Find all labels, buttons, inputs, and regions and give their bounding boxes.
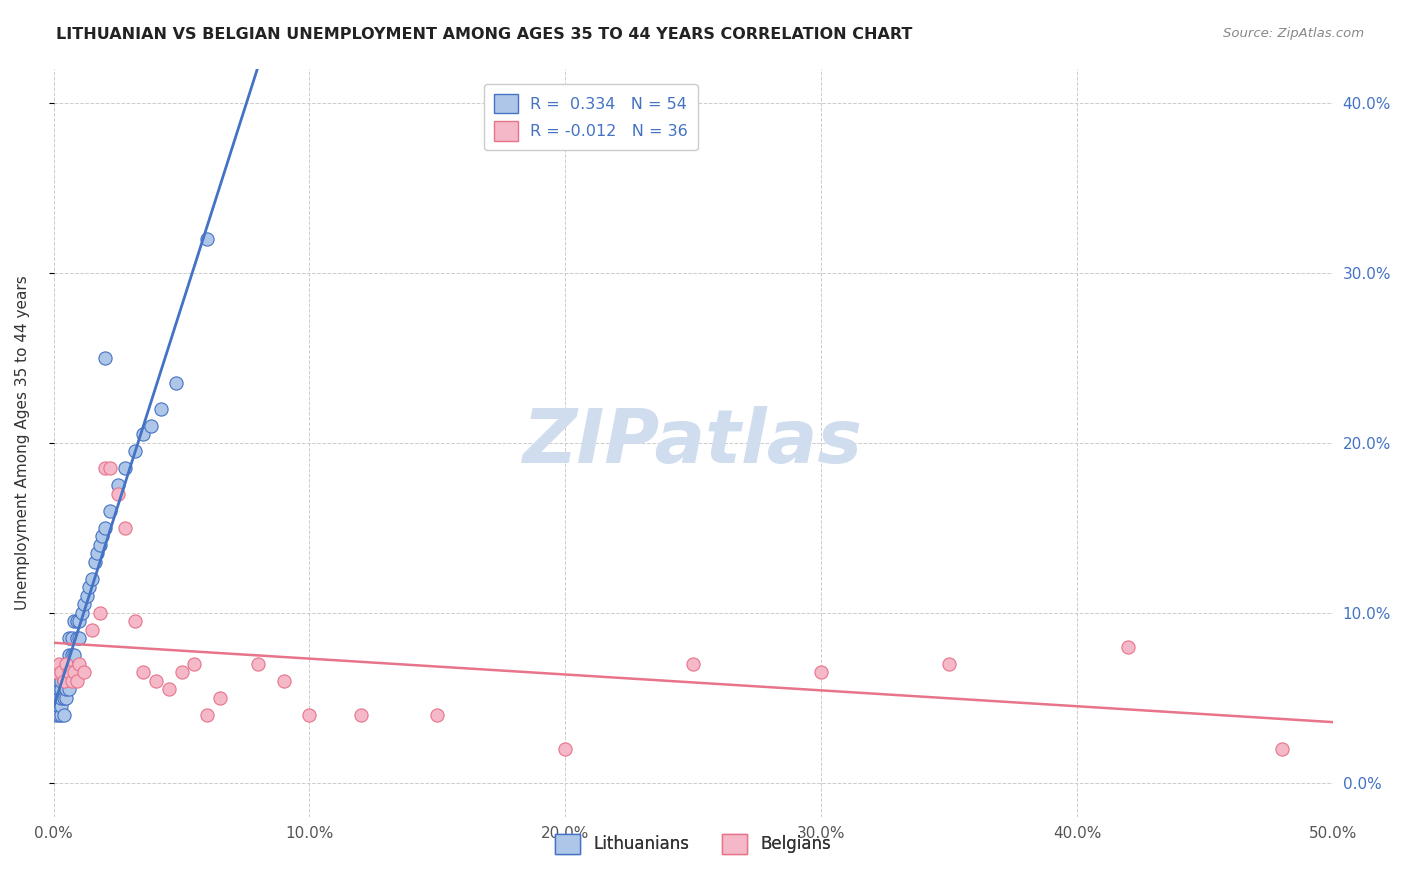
Belgians [124,614,146,628]
Lithuanians [52,673,75,688]
Lithuanians [48,690,70,705]
Lithuanians [66,614,89,628]
Belgians [273,673,295,688]
Lithuanians [91,529,114,543]
Lithuanians [45,707,67,722]
Lithuanians [58,631,80,645]
Lithuanians [165,376,187,390]
Belgians [938,657,960,671]
Lithuanians [55,665,77,679]
Lithuanians [48,699,70,714]
Belgians [114,520,136,534]
Lithuanians [114,461,136,475]
Lithuanians [51,690,73,705]
Text: ZIPatlas: ZIPatlas [523,406,863,479]
Lithuanians [45,673,67,688]
Belgians [73,665,96,679]
Belgians [132,665,155,679]
Belgians [52,673,75,688]
Belgians [45,665,67,679]
Lithuanians [80,572,103,586]
Belgians [51,665,73,679]
Lithuanians [45,690,67,705]
Lithuanians [107,478,129,492]
Lithuanians [48,673,70,688]
Lithuanians [132,427,155,442]
Lithuanians [51,673,73,688]
Lithuanians [60,648,83,662]
Belgians [426,707,449,722]
Lithuanians [139,418,162,433]
Belgians [1271,741,1294,756]
Lithuanians [51,682,73,697]
Belgians [349,707,371,722]
Lithuanians [150,401,173,416]
Lithuanians [67,631,90,645]
Belgians [63,665,86,679]
Belgians [157,682,180,697]
Belgians [89,606,111,620]
Belgians [67,657,90,671]
Belgians [554,741,576,756]
Lithuanians [58,682,80,697]
Belgians [107,486,129,500]
Lithuanians [63,614,86,628]
Lithuanians [63,648,86,662]
Lithuanians [73,597,96,611]
Lithuanians [55,690,77,705]
Belgians [170,665,193,679]
Lithuanians [60,665,83,679]
Lithuanians [45,682,67,697]
Belgians [247,657,270,671]
Lithuanians [48,682,70,697]
Lithuanians [58,665,80,679]
Lithuanians [52,665,75,679]
Lithuanians [67,614,90,628]
Lithuanians [66,631,89,645]
Lithuanians [86,546,108,560]
Belgians [195,707,218,722]
Lithuanians [55,682,77,697]
Belgians [1116,640,1139,654]
Lithuanians [48,707,70,722]
Lithuanians [94,520,117,534]
Lithuanians [89,538,111,552]
Lithuanians [76,589,98,603]
Lithuanians [195,231,218,245]
Lithuanians [52,707,75,722]
Lithuanians [94,351,117,365]
Text: LITHUANIAN VS BELGIAN UNEMPLOYMENT AMONG AGES 35 TO 44 YEARS CORRELATION CHART: LITHUANIAN VS BELGIAN UNEMPLOYMENT AMONG… [56,27,912,42]
Belgians [682,657,704,671]
Lithuanians [79,580,101,594]
Y-axis label: Unemployment Among Ages 35 to 44 years: Unemployment Among Ages 35 to 44 years [15,276,30,610]
Lithuanians [98,503,121,517]
Belgians [145,673,167,688]
Belgians [208,690,231,705]
Belgians [94,461,117,475]
Belgians [98,461,121,475]
Lithuanians [51,707,73,722]
Belgians [66,673,89,688]
Lithuanians [58,648,80,662]
Belgians [48,657,70,671]
Legend: Lithuanians, Belgians: Lithuanians, Belgians [548,827,838,861]
Belgians [810,665,832,679]
Belgians [80,623,103,637]
Lithuanians [51,699,73,714]
Belgians [58,665,80,679]
Lithuanians [124,444,146,458]
Belgians [298,707,321,722]
Lithuanians [83,555,105,569]
Lithuanians [70,606,93,620]
Text: Source: ZipAtlas.com: Source: ZipAtlas.com [1223,27,1364,40]
Belgians [55,657,77,671]
Lithuanians [52,690,75,705]
Belgians [60,673,83,688]
Lithuanians [60,631,83,645]
Belgians [183,657,205,671]
